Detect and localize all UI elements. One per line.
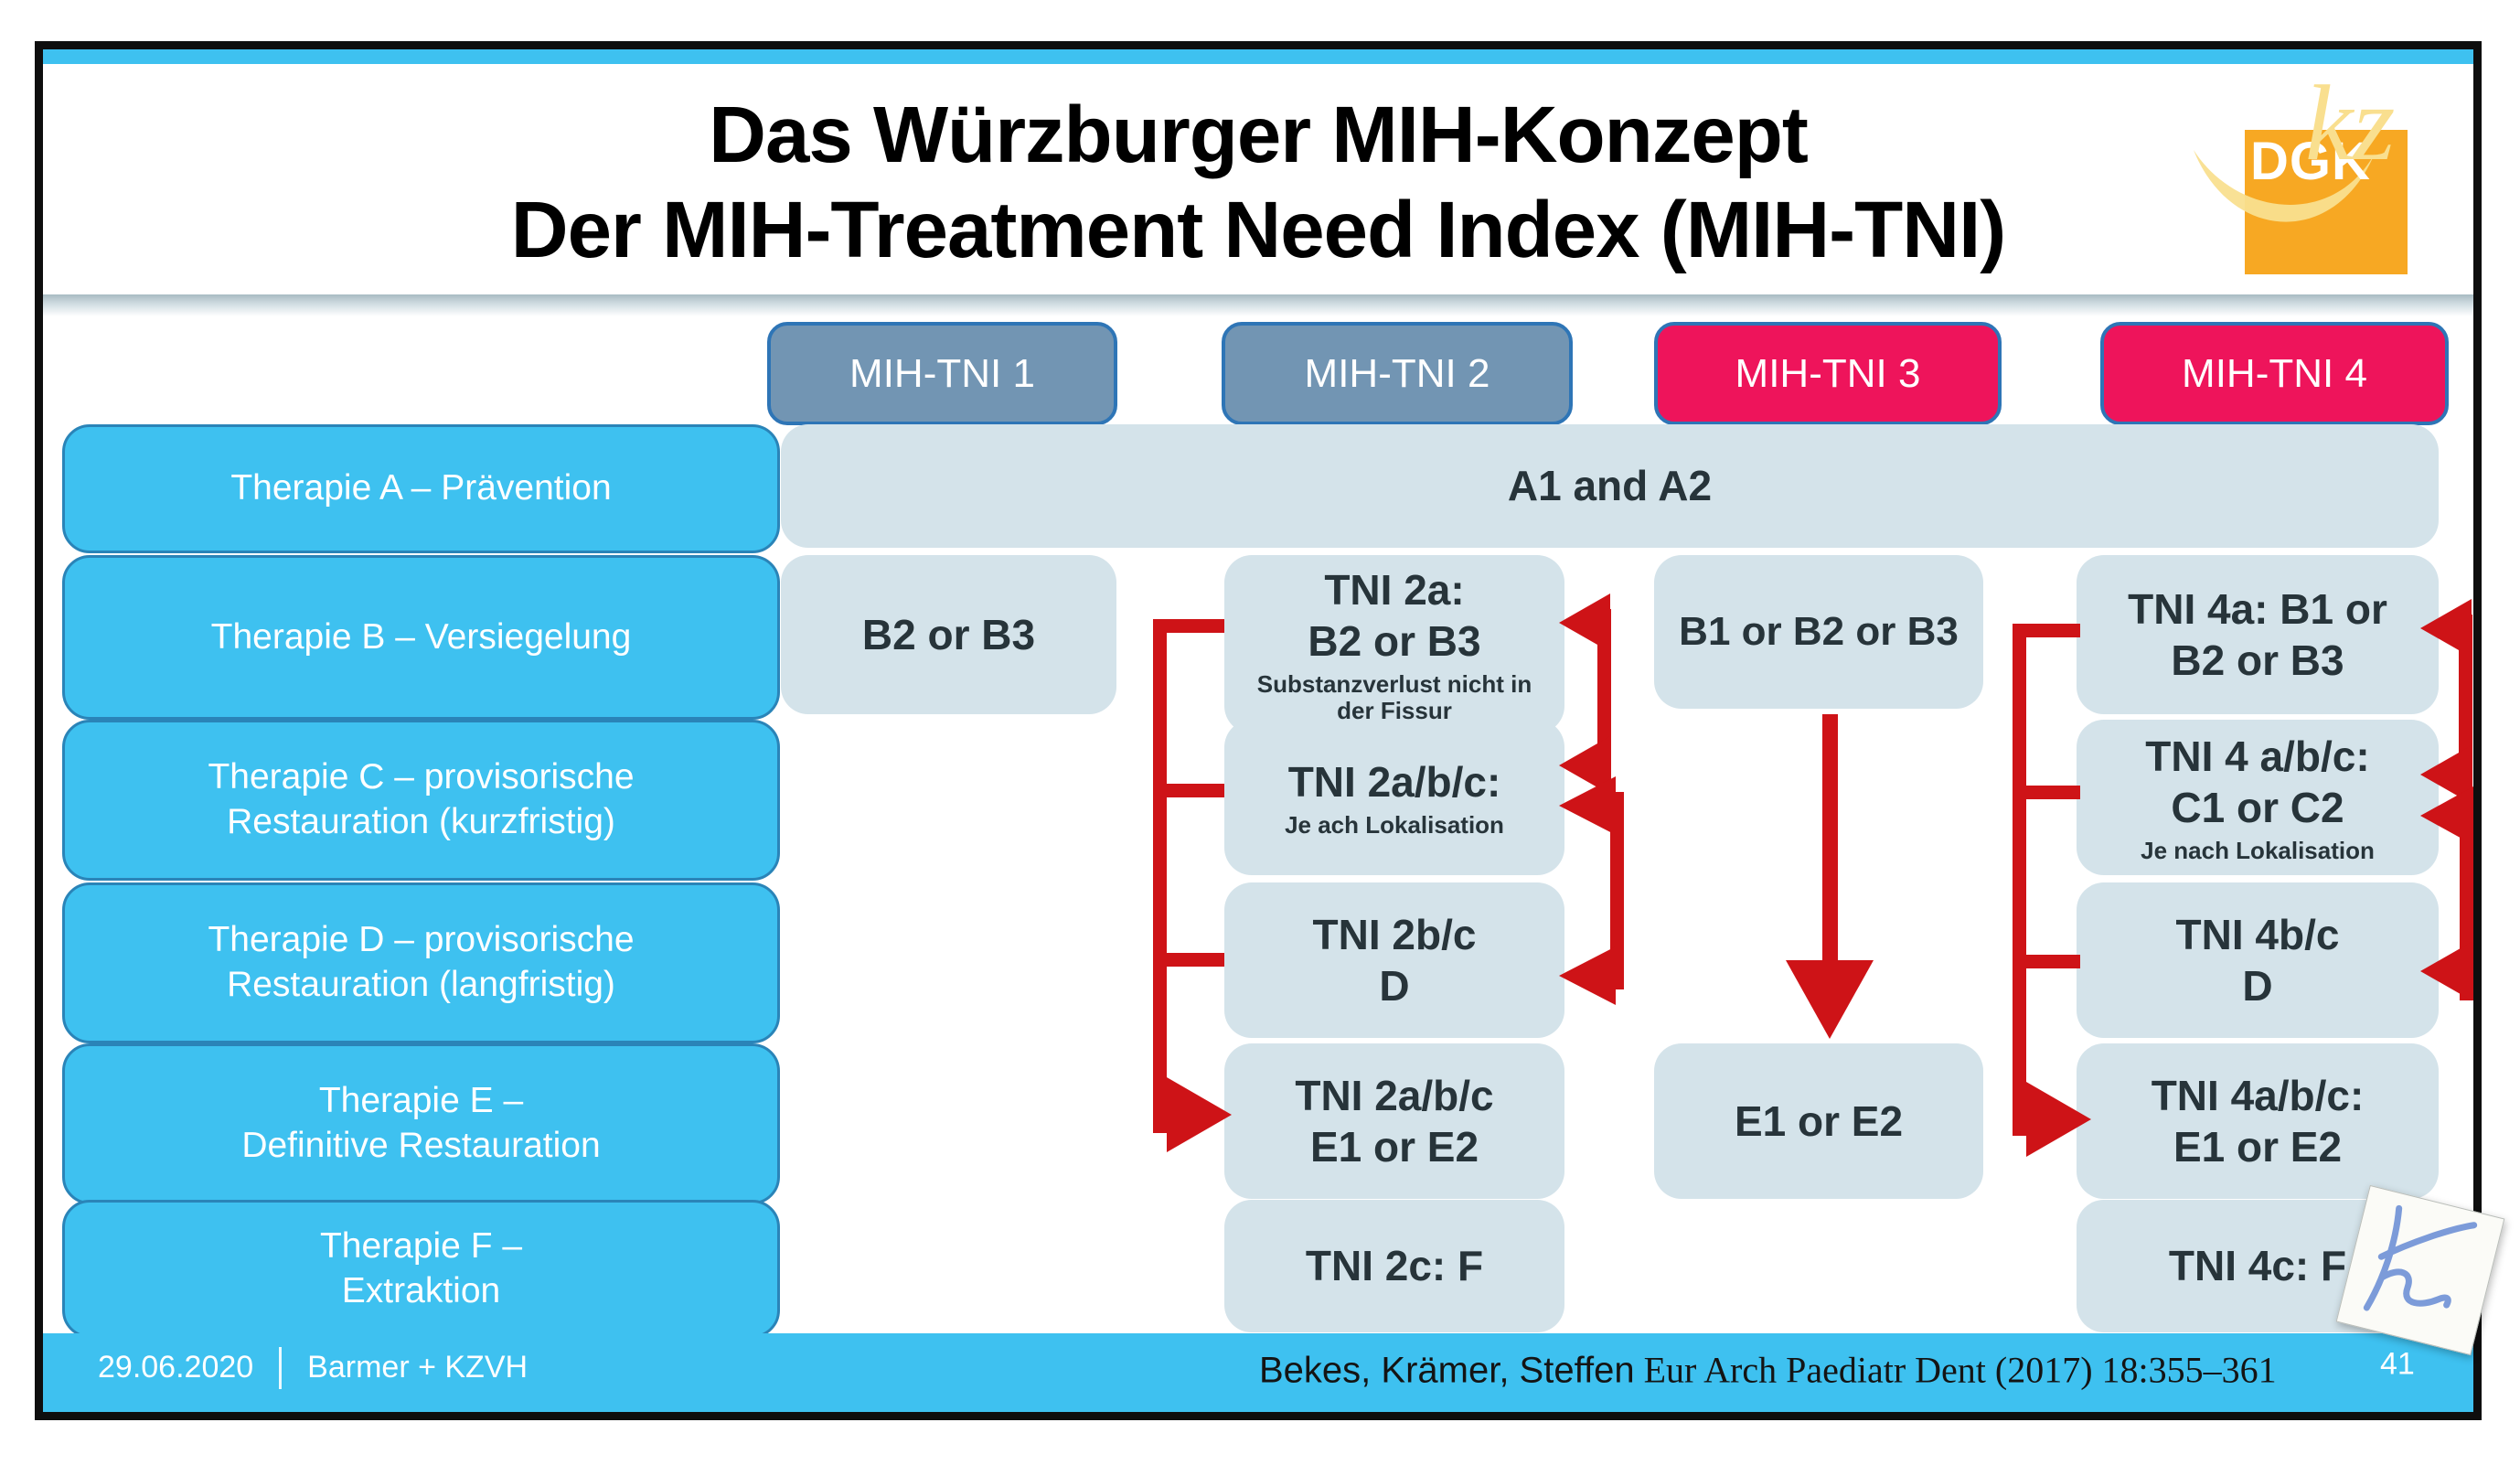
citation: Bekes, Krämer, Steffen Eur Arch Paediatr…: [1259, 1348, 2277, 1391]
row-label-therapie-c: Therapie C – provisorische Restauration …: [62, 720, 780, 881]
row-label-line: Restauration (kurzfristig): [227, 802, 615, 841]
cell-text: TNI 2a:: [1324, 566, 1465, 615]
cell-tni1-row-b: B2 or B3: [781, 555, 1116, 714]
row-label-line: Definitive Restauration: [241, 1126, 601, 1165]
arrow-tni3-down: [1786, 714, 1874, 1039]
arrowhead-icon: [1559, 593, 1610, 652]
row-label-line: Therapie A – Prävention: [230, 468, 612, 508]
page-number: 41: [2380, 1346, 2415, 1382]
cell-text: E1 or E2: [1309, 1123, 1479, 1171]
cell-text: D: [1379, 962, 1410, 1010]
cell-tni4-row-d: TNI 4b/c D: [2077, 882, 2439, 1038]
footer-separator: [279, 1346, 283, 1389]
footer-bar: 29.06.2020 Barmer + KZVH Bekes, Krämer, …: [43, 1333, 2473, 1412]
citation-authors: Bekes, Krämer, Steffen: [1259, 1350, 1635, 1391]
arrowhead-icon: [1559, 946, 1616, 1005]
cell-text: B2 or B3: [861, 610, 1036, 658]
cell-text: E1 or E2: [1734, 1096, 1904, 1145]
cell-text: TNI 4b/c: [2175, 910, 2340, 958]
cell-text: TNI 4c: F: [2168, 1242, 2347, 1290]
column-header-label: MIH-TNI 2: [1304, 350, 1490, 396]
cell-text: TNI 4a: B1 or: [2128, 584, 2387, 633]
cell-tni4-row-b: TNI 4a: B1 or B2 or B3: [2077, 555, 2439, 714]
row-label-therapie-f: Therapie F – Extraktion: [62, 1200, 780, 1338]
logo-smile-icon: [2194, 150, 2375, 222]
logo-acronym: DGK: [2250, 132, 2371, 191]
arrow-bracket-tni2-left: [1153, 619, 1232, 1152]
signature-stamp: [2335, 1184, 2505, 1356]
footer-left-group: 29.06.2020 Barmer + KZVH: [98, 1346, 529, 1389]
cell-tni2-row-d: TNI 2b/c D: [1224, 882, 1564, 1038]
row-label-therapie-d: Therapie D – provisorische Restauration …: [62, 882, 780, 1043]
cell-tni2-row-b: TNI 2a: B2 or B3 Substanzverlust nicht i…: [1224, 555, 1564, 733]
row-label-therapie-b: Therapie B – Versiegelung: [62, 555, 780, 720]
cell-tni2-row-e: TNI 2a/b/c E1 or E2: [1224, 1043, 1564, 1199]
cell-text: TNI 4 a/b/c:: [2145, 732, 2370, 781]
column-header-label: MIH-TNI 1: [849, 350, 1035, 396]
footer-organization: Barmer + KZVH: [307, 1350, 529, 1385]
arrowhead-icon: [1559, 776, 1616, 835]
column-header-mih-tni-3: MIH-TNI 3: [1654, 322, 2002, 425]
cell-tni2-row-c: TNI 2a/b/c: Je ach Lokalisation: [1224, 720, 1564, 875]
row-label-therapie-a: Therapie A – Prävention: [62, 424, 780, 553]
cell-text: TNI 2b/c: [1312, 910, 1477, 958]
column-header-label: MIH-TNI 3: [1735, 350, 1921, 396]
cell-subtext: Je nach Lokalisation: [2141, 836, 2375, 864]
row-label-line: Therapie E –: [318, 1081, 524, 1121]
column-header-mih-tni-2: MIH-TNI 2: [1222, 322, 1573, 425]
cell-text: A1 and A2: [1507, 462, 1713, 510]
cell-row-a-span: A1 and A2: [781, 424, 2439, 548]
cell-subtext: Substanzverlust nicht in der Fissur: [1256, 669, 1532, 724]
arrow-group-tni2-right: [1559, 593, 1624, 1005]
row-label-line: Therapie C – provisorische: [208, 757, 635, 797]
cell-text: TNI 2c: F: [1305, 1242, 1484, 1290]
row-label-line: Extraktion: [341, 1270, 501, 1310]
row-label-therapie-e: Therapie E – Definitive Restauration: [62, 1043, 780, 1204]
cell-text: C1 or C2: [2171, 784, 2344, 832]
row-label-line: Therapie D – provisorische: [208, 920, 635, 960]
column-header-label: MIH-TNI 4: [2182, 350, 2367, 396]
cell-text: B2 or B3: [1308, 617, 1481, 666]
logo-script: kz: [2305, 63, 2395, 183]
row-label-line: Therapie B – Versiegelung: [210, 616, 632, 657]
slide-frame: Das Würzburger MIH-Konzept Der MIH-Treat…: [35, 41, 2505, 1420]
cell-tni4-row-e: TNI 4a/b/c: E1 or E2: [2077, 1043, 2439, 1199]
cell-tni3-row-e: E1 or E2: [1654, 1043, 1983, 1199]
citation-source: Eur Arch Paediatr Dent (2017) 18:355–361: [1634, 1349, 2277, 1391]
cell-text: B2 or B3: [2171, 636, 2344, 684]
cell-text: TNI 2a/b/c: [1295, 1071, 1494, 1119]
dgkz-logo: DGK kz: [2194, 63, 2408, 274]
cell-text: TNI 2a/b/c:: [1287, 758, 1501, 807]
cell-text: E1 or E2: [2173, 1123, 2343, 1171]
cell-text: TNI 4a/b/c:: [2151, 1071, 2365, 1119]
top-accent-bar: [43, 49, 2473, 64]
cell-tni2-row-f: TNI 2c: F: [1224, 1200, 1564, 1332]
cell-tni3-row-b: B1 or B2 or B3: [1654, 555, 1983, 709]
row-label-line: Therapie F –: [319, 1225, 523, 1266]
title-line-1: Das Würzburger MIH-Konzept: [709, 91, 1809, 179]
footer-date: 29.06.2020: [98, 1350, 254, 1385]
arrowhead-icon: [1559, 736, 1610, 795]
title-divider: [43, 294, 2473, 316]
column-header-mih-tni-4: MIH-TNI 4: [2100, 322, 2449, 425]
column-header-mih-tni-1: MIH-TNI 1: [767, 322, 1117, 425]
cell-text: B1 or B2 or B3: [1679, 609, 1959, 655]
row-label-line: Restauration (langfristig): [227, 965, 615, 1004]
slide-title: Das Würzburger MIH-Konzept Der MIH-Treat…: [43, 88, 2473, 279]
arrowhead-icon: [1786, 960, 1874, 1039]
cell-tni4-row-c: TNI 4 a/b/c: C1 or C2 Je nach Lokalisati…: [2077, 720, 2439, 875]
arrowhead-icon: [1167, 1077, 1232, 1152]
title-line-2: Der MIH-Treatment Need Index (MIH-TNI): [510, 186, 2007, 275]
cell-subtext: Je ach Lokalisation: [1285, 810, 1504, 839]
cell-text: D: [2242, 962, 2273, 1010]
signature-scribble-icon: [2363, 1204, 2478, 1311]
